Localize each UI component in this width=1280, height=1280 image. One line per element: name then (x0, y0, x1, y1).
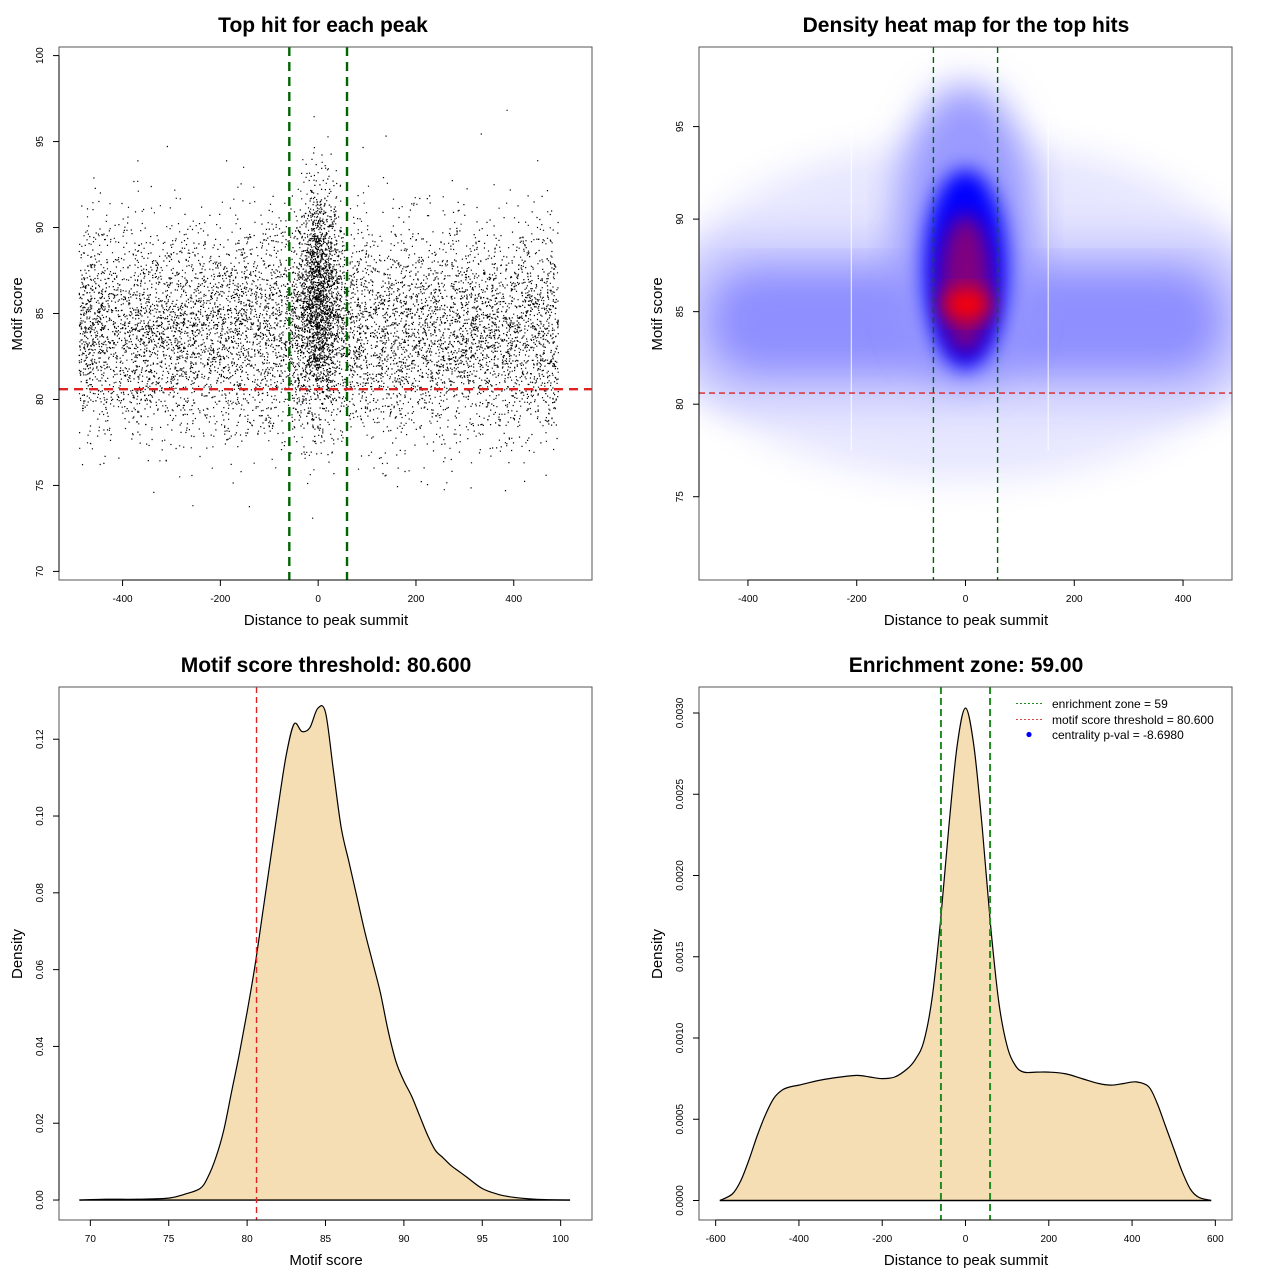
y-tick-label: 0.02 (35, 1113, 46, 1133)
x-tick-label: -200 (847, 594, 867, 605)
x-axis-label: Distance to peak summit (244, 612, 409, 629)
x-tick-label: -200 (872, 1234, 892, 1245)
reference-lines (939, 687, 992, 1220)
chart-title: Motif score threshold: 80.600 (181, 654, 472, 677)
y-tick-label: 75 (35, 479, 46, 491)
y-axis: 70 75 80 85 90 95 100 (35, 47, 60, 577)
x-tick-label: -400 (738, 594, 758, 605)
x-axis: -400 -200 0 200 400 (113, 579, 523, 605)
density-curve (719, 707, 1212, 1202)
y-tick-label: 85 (675, 306, 686, 318)
scatter-points-path (78, 109, 559, 519)
legend: enrichment zone = 59 motif score thresho… (1016, 697, 1214, 742)
y-tick-label: 0.00 (35, 1190, 46, 1210)
scatter-points (78, 109, 559, 519)
score-density-panel: Motif score threshold: 80.600 70 75 80 85 90… (9, 654, 593, 1269)
y-axis-label: Motif score (9, 277, 26, 350)
y-axis: 0.00 0.02 0.04 0.06 0.08 0.10 0.12 (35, 729, 60, 1210)
legend-dot-pval (1026, 731, 1032, 738)
x-axis: -400 -200 0 200 400 (738, 579, 1192, 605)
scatter-panel: Top hit for each peak -400 -200 0 200 400 70… (9, 14, 593, 629)
chart-title: Density heat map for the top hits (803, 14, 1130, 37)
y-tick-label: 80 (675, 398, 686, 410)
x-tick-label: 400 (1175, 594, 1192, 605)
y-tick-label: 95 (675, 121, 686, 133)
density-curve (79, 705, 571, 1201)
y-tick-label: 0.0015 (675, 941, 686, 972)
legend-label: centrality p-val = -8.6980 (1052, 728, 1184, 742)
x-tick-label: 80 (242, 1234, 254, 1245)
y-tick-label: 90 (675, 213, 686, 225)
y-axis-label: Density (649, 928, 666, 979)
y-tick-label: 100 (35, 47, 46, 64)
legend-label: enrichment zone = 59 (1052, 697, 1168, 711)
x-tick-label: 600 (1207, 1234, 1224, 1245)
y-tick-label: 0.0005 (675, 1104, 686, 1135)
y-tick-label: 0.12 (35, 729, 46, 749)
x-tick-label: 200 (1066, 594, 1083, 605)
x-tick-label: 400 (505, 594, 522, 605)
y-tick-label: 95 (35, 136, 46, 148)
y-tick-label: 0.0020 (675, 860, 686, 891)
x-tick-label: -200 (210, 594, 230, 605)
density-plume-mid (939, 214, 992, 355)
y-axis: 75 80 85 90 95 (675, 121, 700, 503)
x-tick-label: 0 (963, 594, 969, 605)
y-tick-label: 0.0000 (675, 1185, 686, 1216)
y-axis: 0.0000 0.0005 0.0010 0.0015 0.0020 0.0025 0.00… (675, 697, 700, 1216)
x-tick-label: 200 (1040, 1234, 1057, 1245)
x-tick-label: 400 (1124, 1234, 1141, 1245)
chart-title: Top hit for each peak (218, 14, 428, 37)
y-tick-label: 0.06 (35, 959, 46, 979)
x-tick-label: -600 (706, 1234, 726, 1245)
distance-density-panel: Enrichment zone: 59.00 -600 -400 -200 0 200 4… (649, 654, 1233, 1269)
x-tick-label: 0 (315, 594, 321, 605)
y-tick-label: 0.0025 (675, 779, 686, 810)
x-tick-label: 85 (320, 1234, 332, 1245)
y-tick-label: 90 (35, 222, 46, 234)
y-tick-label: 80 (35, 393, 46, 405)
y-tick-label: 0.08 (35, 883, 46, 903)
density-peak (942, 288, 991, 321)
density-fill (719, 708, 1212, 1201)
x-axis-label: Distance to peak summit (884, 612, 1049, 629)
density-fill (79, 705, 571, 1201)
density-area (79, 705, 571, 1201)
y-tick-label: 0.0010 (675, 1022, 686, 1053)
x-tick-label: 75 (163, 1234, 175, 1245)
density-area (719, 707, 1212, 1202)
x-tick-label: 95 (477, 1234, 489, 1245)
x-tick-label: 100 (552, 1234, 569, 1245)
y-tick-label: 0.04 (35, 1036, 46, 1056)
heatmap-density (699, 47, 1232, 480)
x-tick-label: -400 (113, 594, 133, 605)
reference-lines (699, 47, 1232, 580)
x-tick-label: 200 (408, 594, 425, 605)
chart-title: Enrichment zone: 59.00 (849, 654, 1084, 677)
legend-label: motif score threshold = 80.600 (1052, 713, 1214, 727)
x-axis: 70 75 80 85 90 95 100 (85, 1219, 569, 1245)
x-axis-label: Motif score (289, 1252, 362, 1269)
y-tick-label: 75 (675, 491, 686, 503)
x-axis: -600 -400 -200 0 200 400 600 (706, 1219, 1224, 1245)
y-tick-label: 0.10 (35, 806, 46, 826)
x-tick-label: -400 (789, 1234, 809, 1245)
x-tick-label: 90 (398, 1234, 410, 1245)
y-tick-label: 85 (35, 308, 46, 320)
y-tick-label: 0.0030 (675, 697, 686, 728)
y-axis-label: Motif score (649, 277, 666, 350)
y-axis-label: Density (9, 928, 26, 979)
x-axis-label: Distance to peak summit (884, 1252, 1049, 1269)
y-tick-label: 70 (35, 565, 46, 577)
x-tick-label: 0 (963, 1234, 969, 1245)
heatmap-panel: Density heat map for the top hits -400 -2… (649, 14, 1233, 629)
x-tick-label: 70 (85, 1234, 97, 1245)
